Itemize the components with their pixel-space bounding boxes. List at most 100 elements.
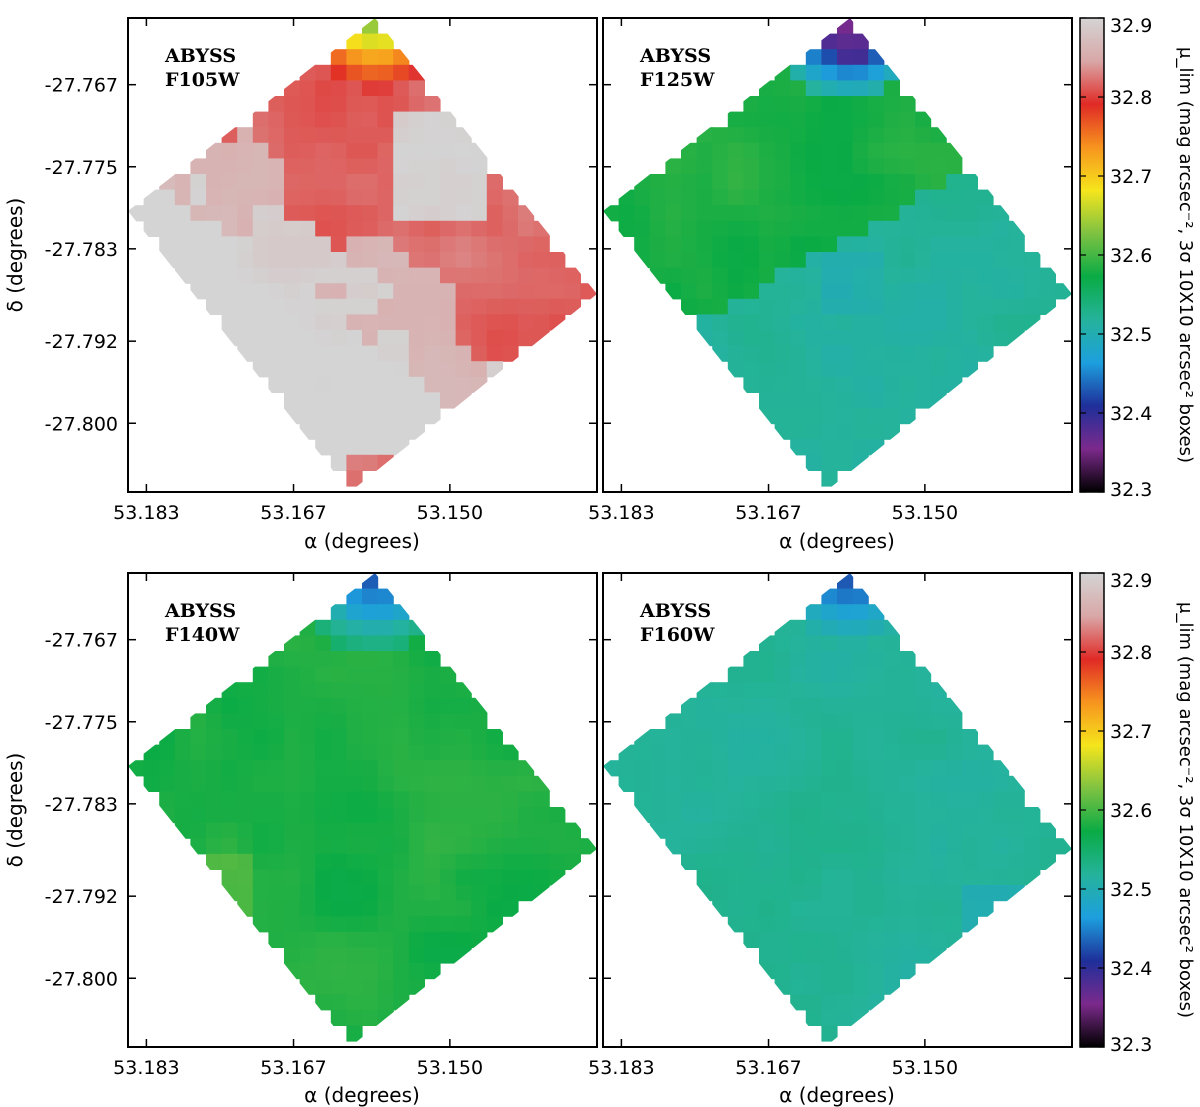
heatmap-cell <box>774 900 791 917</box>
heatmap-cell <box>790 189 807 206</box>
heatmap-cell <box>727 744 744 761</box>
heatmap-cell <box>518 330 535 347</box>
heatmap-cell <box>221 267 238 284</box>
heatmap-cell <box>946 267 963 284</box>
heatmap-cell <box>759 142 776 159</box>
heatmap-cell <box>805 80 822 97</box>
heatmap-cell <box>533 807 550 824</box>
panel-frame <box>127 572 598 1048</box>
heatmap-cell <box>377 729 394 746</box>
heatmap-cell <box>393 220 410 237</box>
heatmap-cell <box>424 682 441 699</box>
heatmap-cell <box>837 49 854 66</box>
heatmap-cell <box>899 885 916 902</box>
heatmap-cell <box>315 189 332 206</box>
heatmap-cell <box>837 267 854 284</box>
heatmap-cell <box>408 361 425 378</box>
outside-footprint <box>375 18 597 294</box>
heatmap-cell <box>883 760 900 777</box>
heatmap-cell <box>362 127 379 144</box>
heatmap-cell <box>696 236 713 253</box>
heatmap-cell <box>743 838 760 855</box>
heatmap-cell <box>424 408 441 425</box>
heatmap-cell <box>821 298 838 315</box>
heatmap-cell <box>868 330 885 347</box>
heatmap-cell <box>315 439 332 456</box>
heatmap-cell <box>883 408 900 425</box>
heatmap-cell <box>252 885 269 902</box>
outside-footprint <box>128 18 375 211</box>
heatmap-cell <box>868 376 885 393</box>
heatmap-cell <box>237 869 254 886</box>
heatmap-cell <box>518 853 535 870</box>
heatmap-cell <box>899 314 916 331</box>
heatmap-cell <box>837 1009 854 1026</box>
colorbar-tick-label: 32.9 <box>1110 570 1152 592</box>
heatmap-cell <box>743 361 760 378</box>
x-tick-label: 53.167 <box>735 502 801 524</box>
heatmap-cell <box>618 205 635 222</box>
heatmap-cell <box>805 267 822 284</box>
heatmap-cell <box>649 807 666 824</box>
heatmap-cell <box>790 111 807 128</box>
heatmap-cell <box>268 651 285 668</box>
heatmap-cell <box>712 174 729 191</box>
heatmap-cell <box>681 729 698 746</box>
heatmap-cell <box>790 916 807 933</box>
heatmap-cell <box>471 236 488 253</box>
heatmap-cell <box>993 807 1010 824</box>
heatmap-cell <box>821 619 838 636</box>
heatmap-cell <box>930 158 947 175</box>
heatmap-cell <box>424 252 441 269</box>
heatmap-cell <box>868 361 885 378</box>
heatmap-cell <box>821 807 838 824</box>
heatmap-cell <box>362 713 379 730</box>
heatmap-cell <box>774 267 791 284</box>
heatmap-cell <box>299 697 316 714</box>
heatmap-cell <box>915 158 932 175</box>
heatmap-cell <box>883 298 900 315</box>
heatmap-cell <box>946 345 963 362</box>
heatmap-cell <box>393 408 410 425</box>
heatmap-cell <box>299 298 316 315</box>
heatmap-cell <box>727 127 744 144</box>
heatmap-cell <box>712 760 729 777</box>
heatmap-cell <box>821 158 838 175</box>
heatmap-cell <box>330 1009 347 1026</box>
heatmap-cell <box>1024 298 1041 315</box>
heatmap-cell <box>790 900 807 917</box>
heatmap-cell <box>883 376 900 393</box>
heatmap-cell <box>805 330 822 347</box>
heatmap-cell <box>946 252 963 269</box>
heatmap-cell <box>743 96 760 113</box>
heatmap-cell <box>852 931 869 948</box>
heatmap-cell <box>868 236 885 253</box>
heatmap-cell <box>634 205 651 222</box>
heatmap-cell <box>206 189 223 206</box>
heatmap-cell <box>868 775 885 792</box>
heatmap-cell <box>774 822 791 839</box>
heatmap-cell <box>455 205 472 222</box>
heatmap-cell <box>727 807 744 824</box>
heatmap-cell <box>377 220 394 237</box>
colorbar-tick-label: 32.5 <box>1110 879 1152 901</box>
heatmap-cell <box>899 651 916 668</box>
heatmap-cell <box>221 283 238 300</box>
heatmap-cell <box>696 775 713 792</box>
heatmap-cell <box>915 666 932 683</box>
heatmap-cell <box>408 267 425 284</box>
heatmap-cell <box>252 111 269 128</box>
heatmap-cell <box>634 775 651 792</box>
heatmap-cell <box>315 697 332 714</box>
heatmap-cell <box>993 838 1010 855</box>
heatmap-cell <box>712 158 729 175</box>
heatmap-cell <box>915 900 932 917</box>
heatmap-cell <box>440 697 457 714</box>
outside-footprint <box>375 573 597 849</box>
heatmap-cell <box>759 651 776 668</box>
heatmap-cell <box>362 111 379 128</box>
heatmap-cell <box>346 205 363 222</box>
heatmap-cell <box>486 174 503 191</box>
heatmap-cell <box>190 205 207 222</box>
heatmap-cell <box>821 408 838 425</box>
